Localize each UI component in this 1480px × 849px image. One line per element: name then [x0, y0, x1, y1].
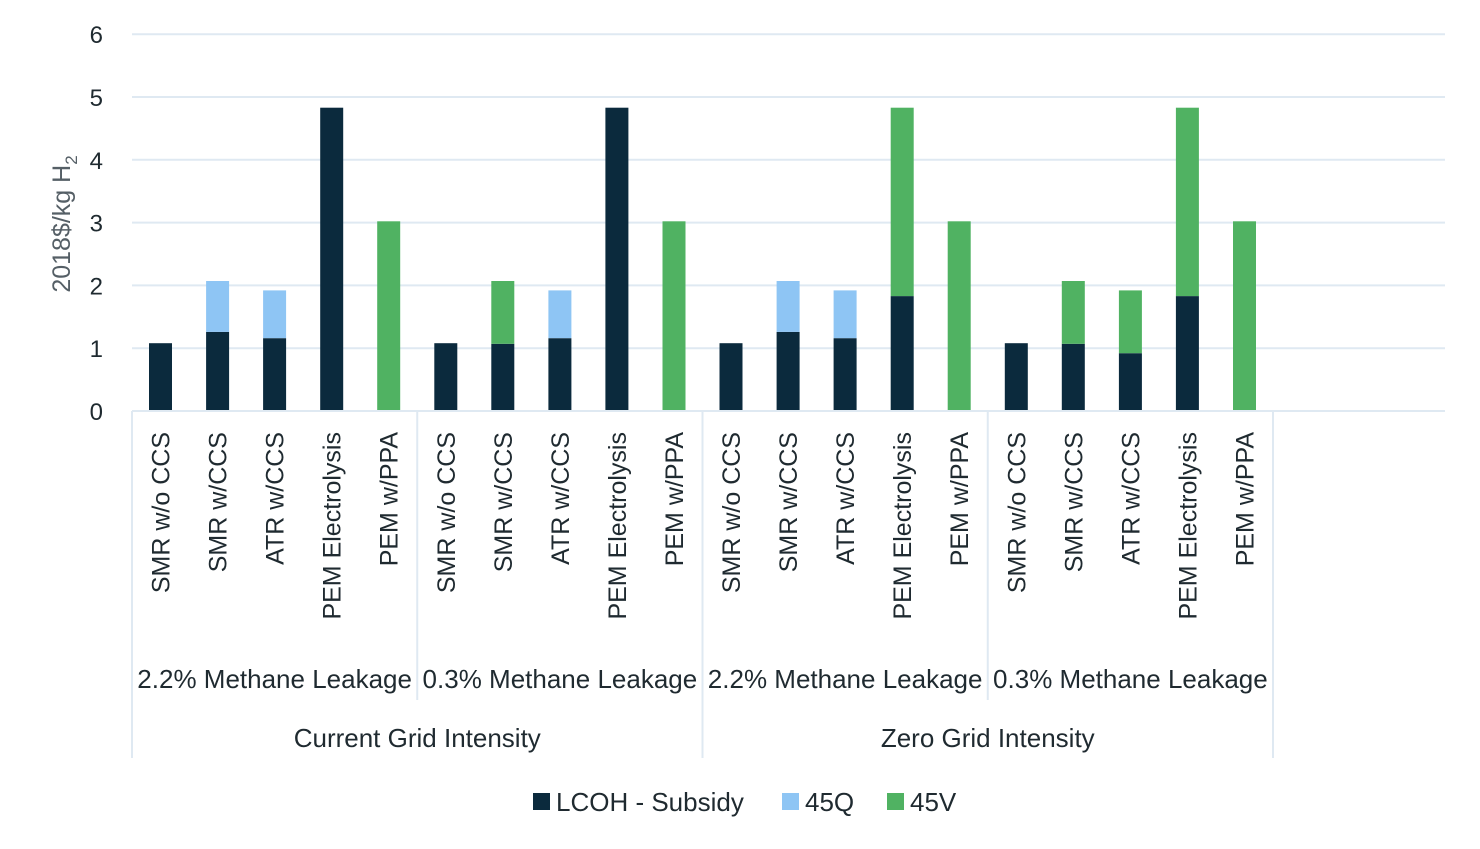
leakage-group-label: 2.2% Methane Leakage: [137, 664, 412, 694]
bar-segment-45v: [377, 221, 401, 411]
category-axis: [131, 410, 1445, 758]
bar-segment-lcoh-subsidy: [434, 343, 458, 411]
category-label: PEM w/PPA: [661, 432, 689, 567]
category-label: SMR w/CCS: [490, 432, 518, 572]
legend-label: LCOH - Subsidy: [556, 787, 744, 817]
y-tick-label: 1: [90, 336, 103, 363]
y-tick-label: 6: [90, 22, 103, 49]
category-label: SMR w/o CCS: [433, 432, 461, 593]
bar-segment-lcoh-subsidy: [605, 107, 629, 411]
category-label: PEM Electrolysis: [319, 432, 347, 620]
bar-segment-45v: [491, 281, 515, 344]
category-label: ATR w/CCS: [1117, 432, 1145, 565]
y-axis-label-main: 2018$/kg H: [48, 165, 76, 293]
y-tick-label: 2: [90, 273, 103, 300]
category-label: PEM w/PPA: [376, 432, 404, 567]
bar-segment-45q: [263, 290, 287, 339]
category-label: SMR w/CCS: [775, 432, 803, 572]
category-label: ATR w/CCS: [262, 432, 290, 565]
leakage-group-label: 2.2% Methane Leakage: [708, 664, 983, 694]
bar-segment-lcoh-subsidy: [263, 338, 287, 411]
bar-segment-lcoh-subsidy: [1004, 343, 1028, 411]
y-axis-label: 2018$/kg H2: [48, 155, 81, 292]
y-tick-label: 3: [90, 211, 103, 238]
category-label: PEM Electrolysis: [889, 432, 917, 620]
legend-swatch: [782, 793, 799, 810]
grid-group-label: Zero Grid Intensity: [881, 723, 1095, 753]
bar-segment-45v: [1175, 107, 1199, 297]
y-tick-label: 4: [90, 148, 103, 175]
bar-segment-45v: [947, 221, 971, 411]
bar-segment-lcoh-subsidy: [776, 331, 800, 411]
leakage-group-label: 0.3% Methane Leakage: [423, 664, 698, 694]
bar-segment-lcoh-subsidy: [320, 107, 344, 411]
bars: [149, 107, 1256, 411]
gridlines: [132, 33, 1445, 350]
legend-label: 45V: [910, 787, 957, 817]
category-label: SMR w/CCS: [1060, 432, 1088, 572]
bar-segment-45v: [662, 221, 686, 411]
bar-segment-lcoh-subsidy: [206, 331, 230, 411]
bar-segment-45v: [1118, 290, 1142, 354]
bar-segment-45q: [833, 290, 857, 339]
legend: LCOH - Subsidy 45Q 45V: [533, 787, 957, 817]
category-label: ATR w/CCS: [832, 432, 860, 565]
group-labels-grid: Current Grid Intensity Zero Grid Intensit…: [294, 723, 1095, 753]
legend-swatch: [887, 793, 904, 810]
bar-segment-lcoh-subsidy: [491, 343, 515, 411]
bar-segment-45q: [776, 281, 800, 332]
bar-segment-45v: [1061, 281, 1085, 344]
bar-segment-lcoh-subsidy: [890, 296, 914, 411]
bar-segment-lcoh-subsidy: [1175, 296, 1199, 411]
grid-group-label: Current Grid Intensity: [294, 723, 541, 753]
category-label: PEM Electrolysis: [604, 432, 632, 620]
y-axis-ticks: 0 1 2 3 4 5 6: [90, 22, 103, 426]
bar-segment-lcoh-subsidy: [548, 338, 572, 411]
bar-segment-lcoh-subsidy: [833, 338, 857, 411]
bar-segment-lcoh-subsidy: [149, 343, 172, 411]
category-label: PEM w/PPA: [1232, 432, 1260, 567]
y-axis-label-subscript: 2: [62, 155, 81, 164]
legend-label: 45Q: [805, 787, 854, 817]
category-label: SMR w/o CCS: [718, 432, 746, 593]
bar-segment-45q: [548, 290, 572, 339]
category-label: PEM Electrolysis: [1174, 432, 1202, 620]
group-labels-leakage: 2.2% Methane Leakage 0.3% Methane Leakage…: [137, 664, 1267, 694]
category-label: ATR w/CCS: [547, 432, 575, 565]
bar-segment-lcoh-subsidy: [1061, 343, 1085, 411]
bar-segment-45v: [890, 107, 914, 297]
bar-segment-45q: [206, 281, 230, 332]
category-label: SMR w/o CCS: [1003, 432, 1031, 593]
y-tick-label: 5: [90, 85, 103, 112]
y-tick-label: 0: [90, 399, 103, 426]
bar-segment-lcoh-subsidy: [1118, 353, 1142, 411]
category-label: PEM w/PPA: [946, 432, 974, 567]
category-labels: SMR w/o CCS SMR w/CCS ATR w/CCS PEM Electro…: [148, 432, 1260, 620]
bar-segment-lcoh-subsidy: [719, 343, 743, 411]
category-label: SMR w/CCS: [205, 432, 233, 572]
category-label: SMR w/o CCS: [148, 432, 176, 593]
bar-segment-45v: [1233, 221, 1256, 411]
leakage-group-label: 0.3% Methane Leakage: [993, 664, 1268, 694]
legend-swatch: [533, 793, 550, 810]
